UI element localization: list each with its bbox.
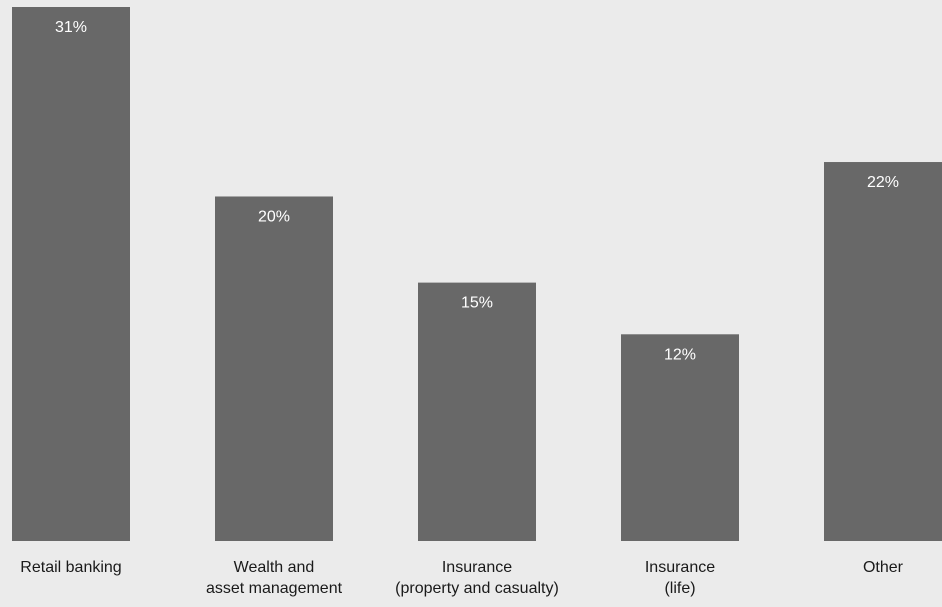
category-label: Other (863, 559, 904, 576)
category-label-line: (property and casualty) (395, 580, 559, 597)
bar-value-label: 31% (55, 19, 87, 36)
category-label-line: asset management (206, 580, 343, 597)
bars-group (12, 7, 942, 541)
category-label: Wealth and asset management (206, 559, 343, 597)
category-label-line: Retail banking (20, 559, 121, 576)
bar-value-label: 22% (867, 174, 899, 191)
category-label: Retail banking (20, 559, 121, 576)
bar-value-label: 15% (461, 295, 493, 312)
category-label-line: Wealth and (234, 559, 315, 576)
bar-value-label: 20% (258, 208, 290, 225)
bar (824, 162, 942, 541)
category-label-line: Other (863, 559, 904, 576)
value-labels-group: 31% 20% 15% 12% 22% (55, 19, 899, 363)
bar-value-label: 12% (664, 346, 696, 363)
category-label-line: (life) (664, 580, 695, 597)
category-label: Insurance (life) (645, 559, 715, 597)
category-label: Insurance (property and casualty) (395, 559, 559, 597)
category-labels-group: Retail banking Wealth and asset management… (20, 559, 903, 597)
bar (215, 196, 333, 541)
category-label-line: Insurance (442, 559, 512, 576)
bar (12, 7, 130, 541)
category-label-line: Insurance (645, 559, 715, 576)
bar (418, 282, 536, 541)
bar (621, 334, 739, 541)
